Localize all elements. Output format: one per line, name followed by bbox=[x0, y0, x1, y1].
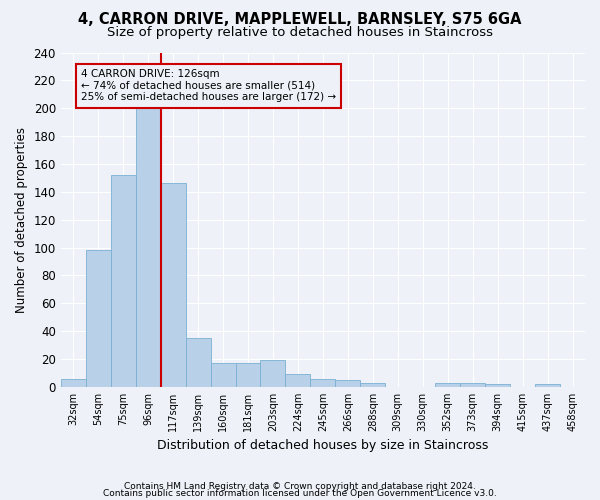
Bar bbox=[211, 363, 236, 387]
Bar bbox=[335, 380, 361, 387]
Bar bbox=[310, 378, 335, 387]
Bar bbox=[185, 338, 211, 387]
Text: 4, CARRON DRIVE, MAPPLEWELL, BARNSLEY, S75 6GA: 4, CARRON DRIVE, MAPPLEWELL, BARNSLEY, S… bbox=[78, 12, 522, 28]
Y-axis label: Number of detached properties: Number of detached properties bbox=[15, 126, 28, 312]
Bar bbox=[286, 374, 310, 387]
Bar bbox=[111, 175, 136, 387]
Bar bbox=[460, 383, 485, 387]
Text: 4 CARRON DRIVE: 126sqm
← 74% of detached houses are smaller (514)
25% of semi-de: 4 CARRON DRIVE: 126sqm ← 74% of detached… bbox=[81, 69, 336, 102]
Bar bbox=[236, 363, 260, 387]
X-axis label: Distribution of detached houses by size in Staincross: Distribution of detached houses by size … bbox=[157, 440, 488, 452]
Bar bbox=[435, 383, 460, 387]
Text: Contains HM Land Registry data © Crown copyright and database right 2024.: Contains HM Land Registry data © Crown c… bbox=[124, 482, 476, 491]
Bar bbox=[361, 383, 385, 387]
Text: Size of property relative to detached houses in Staincross: Size of property relative to detached ho… bbox=[107, 26, 493, 39]
Text: Contains public sector information licensed under the Open Government Licence v3: Contains public sector information licen… bbox=[103, 490, 497, 498]
Bar bbox=[136, 108, 161, 387]
Bar bbox=[485, 384, 510, 387]
Bar bbox=[86, 250, 111, 387]
Bar bbox=[535, 384, 560, 387]
Bar bbox=[61, 378, 86, 387]
Bar bbox=[161, 184, 185, 387]
Bar bbox=[260, 360, 286, 387]
